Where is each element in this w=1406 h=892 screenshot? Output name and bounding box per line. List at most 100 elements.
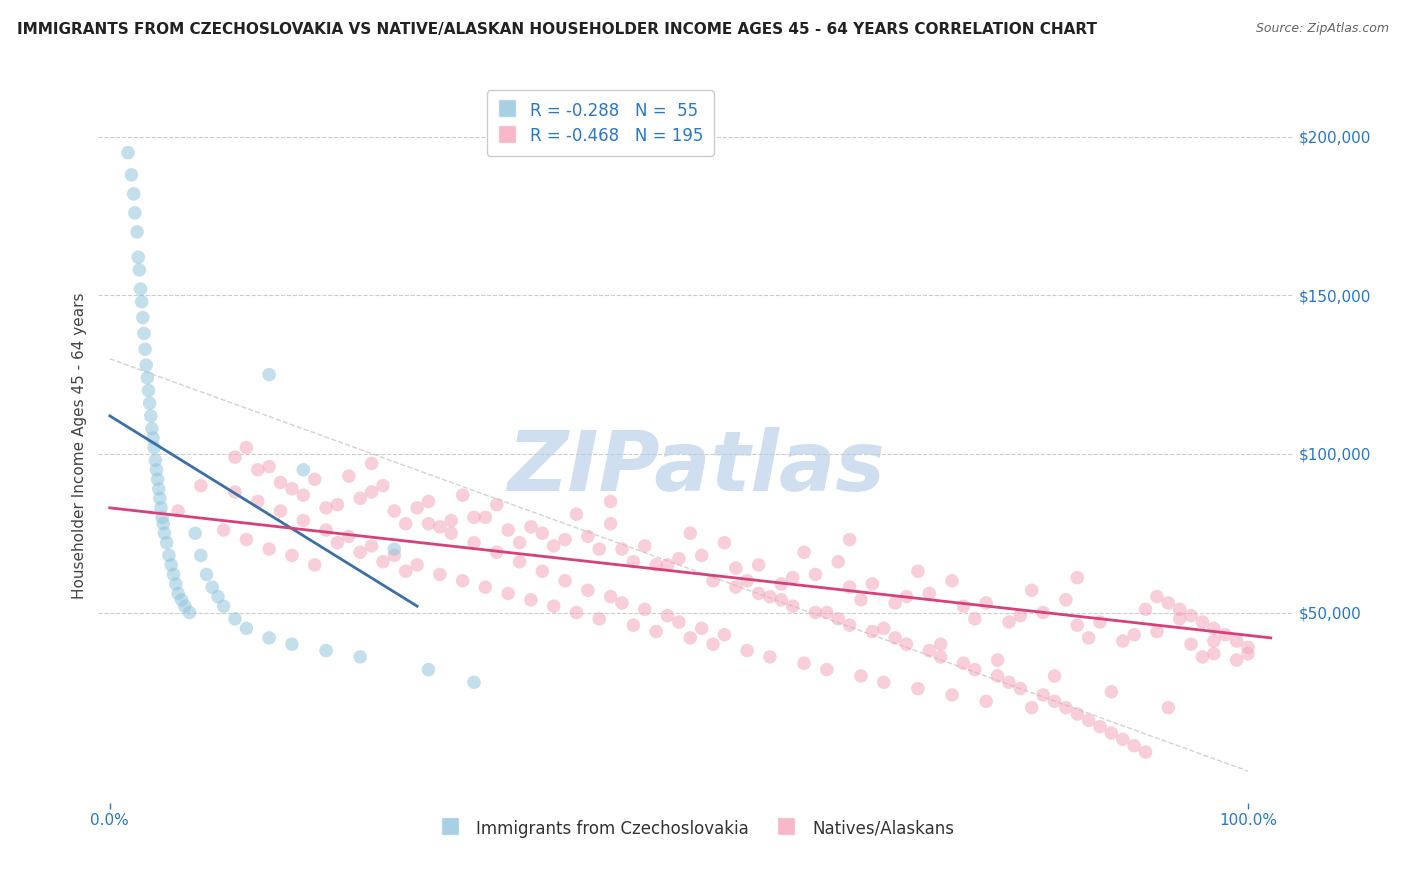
Point: [838, 618, 860, 632]
Point: [146, 472, 169, 486]
Point: [246, 463, 269, 477]
Point: [657, 558, 679, 572]
Point: [315, 523, 337, 537]
Point: [292, 514, 315, 528]
Point: [184, 526, 207, 541]
Point: [138, 396, 160, 410]
Point: [190, 478, 212, 492]
Point: [884, 596, 907, 610]
Point: [1032, 606, 1054, 620]
Point: [1010, 681, 1032, 696]
Point: [281, 482, 304, 496]
Point: [145, 463, 167, 477]
Point: [235, 441, 257, 455]
Point: [815, 606, 838, 620]
Point: [645, 624, 668, 639]
Point: [1099, 726, 1122, 740]
Point: [162, 567, 184, 582]
Point: [1237, 640, 1260, 655]
Point: [1088, 720, 1111, 734]
Point: [152, 516, 174, 531]
Point: [127, 250, 149, 264]
Point: [124, 206, 146, 220]
Point: [735, 574, 758, 588]
Point: [1088, 615, 1111, 629]
Point: [485, 545, 508, 559]
Point: [1202, 647, 1225, 661]
Point: [599, 494, 621, 508]
Point: [554, 574, 576, 588]
Point: [588, 612, 610, 626]
Point: [554, 533, 576, 547]
Point: [634, 539, 657, 553]
Point: [576, 529, 599, 543]
Legend: Immigrants from Czechoslovakia, Natives/Alaskans: Immigrants from Czechoslovakia, Natives/…: [432, 812, 960, 845]
Point: [117, 145, 139, 160]
Point: [657, 608, 679, 623]
Point: [149, 491, 172, 506]
Point: [987, 669, 1010, 683]
Point: [531, 526, 554, 541]
Point: [120, 168, 142, 182]
Point: [576, 583, 599, 598]
Point: [827, 555, 849, 569]
Point: [713, 535, 735, 549]
Point: [815, 663, 838, 677]
Point: [406, 558, 429, 572]
Point: [142, 431, 165, 445]
Point: [451, 488, 474, 502]
Point: [896, 590, 918, 604]
Point: [143, 441, 166, 455]
Point: [349, 545, 371, 559]
Point: [496, 586, 519, 600]
Point: [827, 612, 849, 626]
Point: [135, 358, 157, 372]
Point: [599, 516, 621, 531]
Point: [418, 494, 440, 508]
Point: [1066, 706, 1088, 721]
Point: [429, 520, 451, 534]
Point: [963, 612, 986, 626]
Point: [1135, 602, 1157, 616]
Point: [195, 567, 218, 582]
Point: [429, 567, 451, 582]
Point: [292, 463, 315, 477]
Point: [1123, 628, 1146, 642]
Point: [141, 421, 163, 435]
Point: [207, 590, 229, 604]
Point: [270, 475, 292, 490]
Point: [235, 621, 257, 635]
Point: [148, 482, 170, 496]
Point: [974, 596, 997, 610]
Point: [724, 580, 747, 594]
Point: [128, 263, 150, 277]
Point: [451, 574, 474, 588]
Point: [849, 669, 872, 683]
Point: [122, 186, 145, 201]
Point: [998, 615, 1021, 629]
Point: [1135, 745, 1157, 759]
Point: [156, 535, 179, 549]
Point: [770, 592, 793, 607]
Point: [1237, 647, 1260, 661]
Point: [1180, 608, 1202, 623]
Point: [929, 649, 952, 664]
Point: [941, 688, 963, 702]
Point: [292, 488, 315, 502]
Point: [918, 643, 941, 657]
Point: [496, 523, 519, 537]
Point: [509, 555, 531, 569]
Point: [371, 478, 394, 492]
Point: [1146, 624, 1168, 639]
Point: [474, 510, 496, 524]
Point: [599, 590, 621, 604]
Point: [360, 457, 382, 471]
Point: [873, 675, 896, 690]
Point: [134, 343, 156, 357]
Point: [1146, 590, 1168, 604]
Point: [929, 637, 952, 651]
Point: [610, 542, 633, 557]
Point: [941, 574, 963, 588]
Point: [702, 637, 724, 651]
Point: [463, 675, 485, 690]
